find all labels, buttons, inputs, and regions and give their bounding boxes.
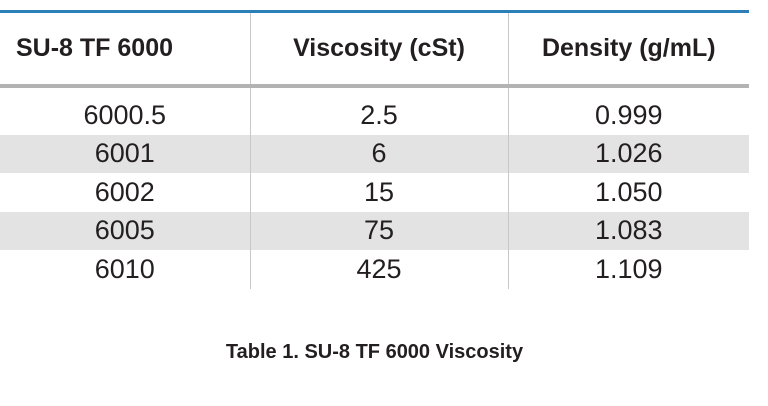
table-caption: Table 1. SU-8 TF 6000 Viscosity xyxy=(225,341,524,363)
cell-product: 6001 xyxy=(0,134,250,173)
cell-density: 1.083 xyxy=(507,211,749,250)
column-header-viscosity: Viscosity (cSt) xyxy=(249,13,508,86)
column-header-product: SU-8 TF 6000 xyxy=(16,34,174,62)
viscosity-table: SU-8 TF 6000 Viscosity (cSt) Density (g/… xyxy=(0,13,749,289)
cell-viscosity: 425 xyxy=(249,250,508,289)
viscosity-table-container: SU-8 TF 6000 Viscosity (cSt) Density (g/… xyxy=(0,10,749,289)
cell-density: 0.999 xyxy=(507,86,749,135)
cell-viscosity: 2.5 xyxy=(249,86,508,135)
cell-product: 6000.5 xyxy=(83,99,167,130)
table-row: 6000.5 2.5 0.999 xyxy=(0,86,749,135)
cell-density: 1.109 xyxy=(507,250,749,289)
table-row: 6001 6 1.026 xyxy=(0,134,749,173)
cell-product: 6010 xyxy=(94,253,155,284)
table-top-rule xyxy=(0,10,749,13)
table-row: 6002 15 1.050 xyxy=(0,173,749,212)
cell-product: 6002 xyxy=(94,176,155,207)
cell-viscosity: 6 xyxy=(249,134,508,173)
cell-viscosity: 75 xyxy=(249,211,508,250)
table-row: 6010 425 1.109 xyxy=(0,250,749,289)
cell-density: 1.026 xyxy=(507,134,749,173)
cell-density: 1.050 xyxy=(507,173,749,212)
table-row: 6005 75 1.083 xyxy=(0,211,749,250)
cell-viscosity: 15 xyxy=(249,173,508,212)
cell-product: 6005 xyxy=(0,211,250,250)
table-header-row: SU-8 TF 6000 Viscosity (cSt) Density (g/… xyxy=(0,13,749,86)
column-header-density: Density (g/mL) xyxy=(507,13,749,86)
